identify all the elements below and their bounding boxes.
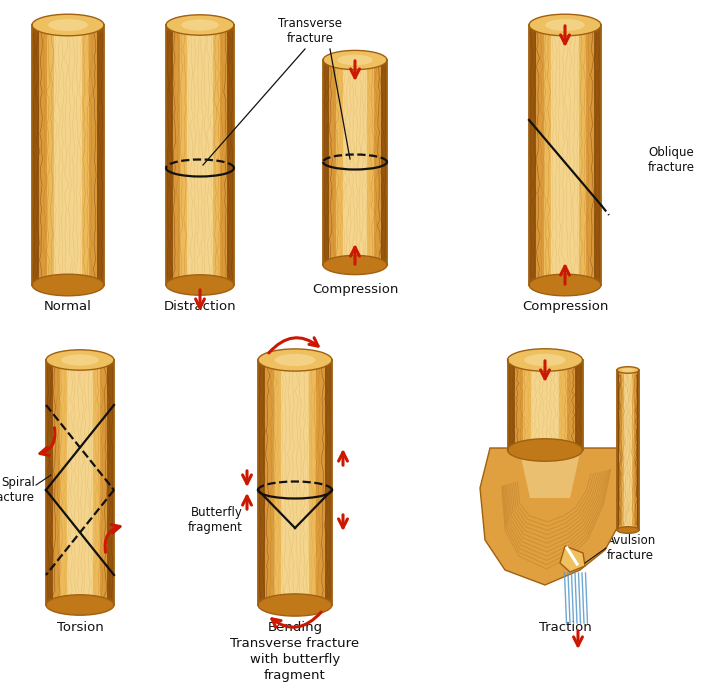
Ellipse shape [32,274,104,296]
Polygon shape [166,25,234,285]
Ellipse shape [166,15,234,36]
Polygon shape [187,25,213,285]
Polygon shape [52,360,107,605]
Polygon shape [508,360,518,450]
Ellipse shape [508,348,583,372]
Polygon shape [46,360,55,605]
Ellipse shape [529,274,601,296]
Polygon shape [617,370,639,530]
Ellipse shape [46,350,114,370]
Ellipse shape [61,354,99,366]
Polygon shape [531,360,559,450]
Polygon shape [523,360,566,450]
Polygon shape [55,25,82,285]
Ellipse shape [323,255,387,275]
Polygon shape [60,360,100,605]
Text: Oblique
fracture: Oblique fracture [648,146,695,174]
Polygon shape [322,360,332,605]
Polygon shape [520,453,580,498]
Polygon shape [515,360,575,450]
Polygon shape [46,360,114,605]
Text: Butterfly
fragment: Butterfly fragment [188,506,243,534]
Polygon shape [32,25,42,285]
Polygon shape [258,360,332,605]
Ellipse shape [545,19,585,31]
Polygon shape [67,360,93,605]
Polygon shape [591,25,601,285]
Polygon shape [180,25,220,285]
Ellipse shape [48,19,88,31]
Polygon shape [552,25,579,285]
Polygon shape [323,60,387,265]
Polygon shape [529,25,601,285]
Polygon shape [330,60,381,265]
Ellipse shape [274,354,316,366]
Polygon shape [480,448,638,585]
Polygon shape [94,25,104,285]
Polygon shape [274,360,316,605]
Ellipse shape [529,14,601,36]
Ellipse shape [258,349,332,371]
Polygon shape [544,25,586,285]
Polygon shape [572,360,583,450]
Polygon shape [225,25,234,285]
Text: Spiral
fracture: Spiral fracture [0,476,35,504]
Polygon shape [323,60,332,265]
Ellipse shape [337,55,373,66]
Polygon shape [281,360,309,605]
Ellipse shape [622,368,634,372]
Text: Avulsion
fracture: Avulsion fracture [607,534,657,562]
Text: Traction: Traction [539,621,591,634]
Polygon shape [636,370,639,530]
Polygon shape [508,360,583,450]
Ellipse shape [32,14,104,36]
Ellipse shape [258,594,332,616]
Text: Torsion: Torsion [57,621,104,634]
Polygon shape [529,25,539,285]
Ellipse shape [617,527,639,533]
Ellipse shape [166,275,234,296]
Polygon shape [617,370,620,530]
Text: Bending
Transverse fracture
with butterfly
fragment: Bending Transverse fracture with butterf… [230,621,359,682]
Polygon shape [265,360,325,605]
Text: Transverse
fracture: Transverse fracture [278,17,342,45]
Polygon shape [39,25,97,285]
Polygon shape [343,60,367,265]
Polygon shape [619,370,637,530]
Polygon shape [166,25,176,285]
Ellipse shape [617,367,639,374]
Ellipse shape [182,20,218,31]
Polygon shape [536,25,594,285]
Text: Compression: Compression [522,300,608,313]
Text: Compression: Compression [312,283,398,296]
Ellipse shape [46,595,114,615]
Text: Distraction: Distraction [164,300,236,313]
Polygon shape [32,25,104,285]
Polygon shape [337,60,374,265]
Ellipse shape [508,438,583,461]
Polygon shape [560,546,585,572]
Ellipse shape [323,50,387,70]
Polygon shape [47,25,89,285]
Polygon shape [624,370,632,530]
Text: Normal: Normal [44,300,92,313]
Ellipse shape [525,354,566,366]
Polygon shape [258,360,269,605]
Polygon shape [622,370,635,530]
Polygon shape [378,60,387,265]
Polygon shape [173,25,227,285]
Polygon shape [104,360,114,605]
